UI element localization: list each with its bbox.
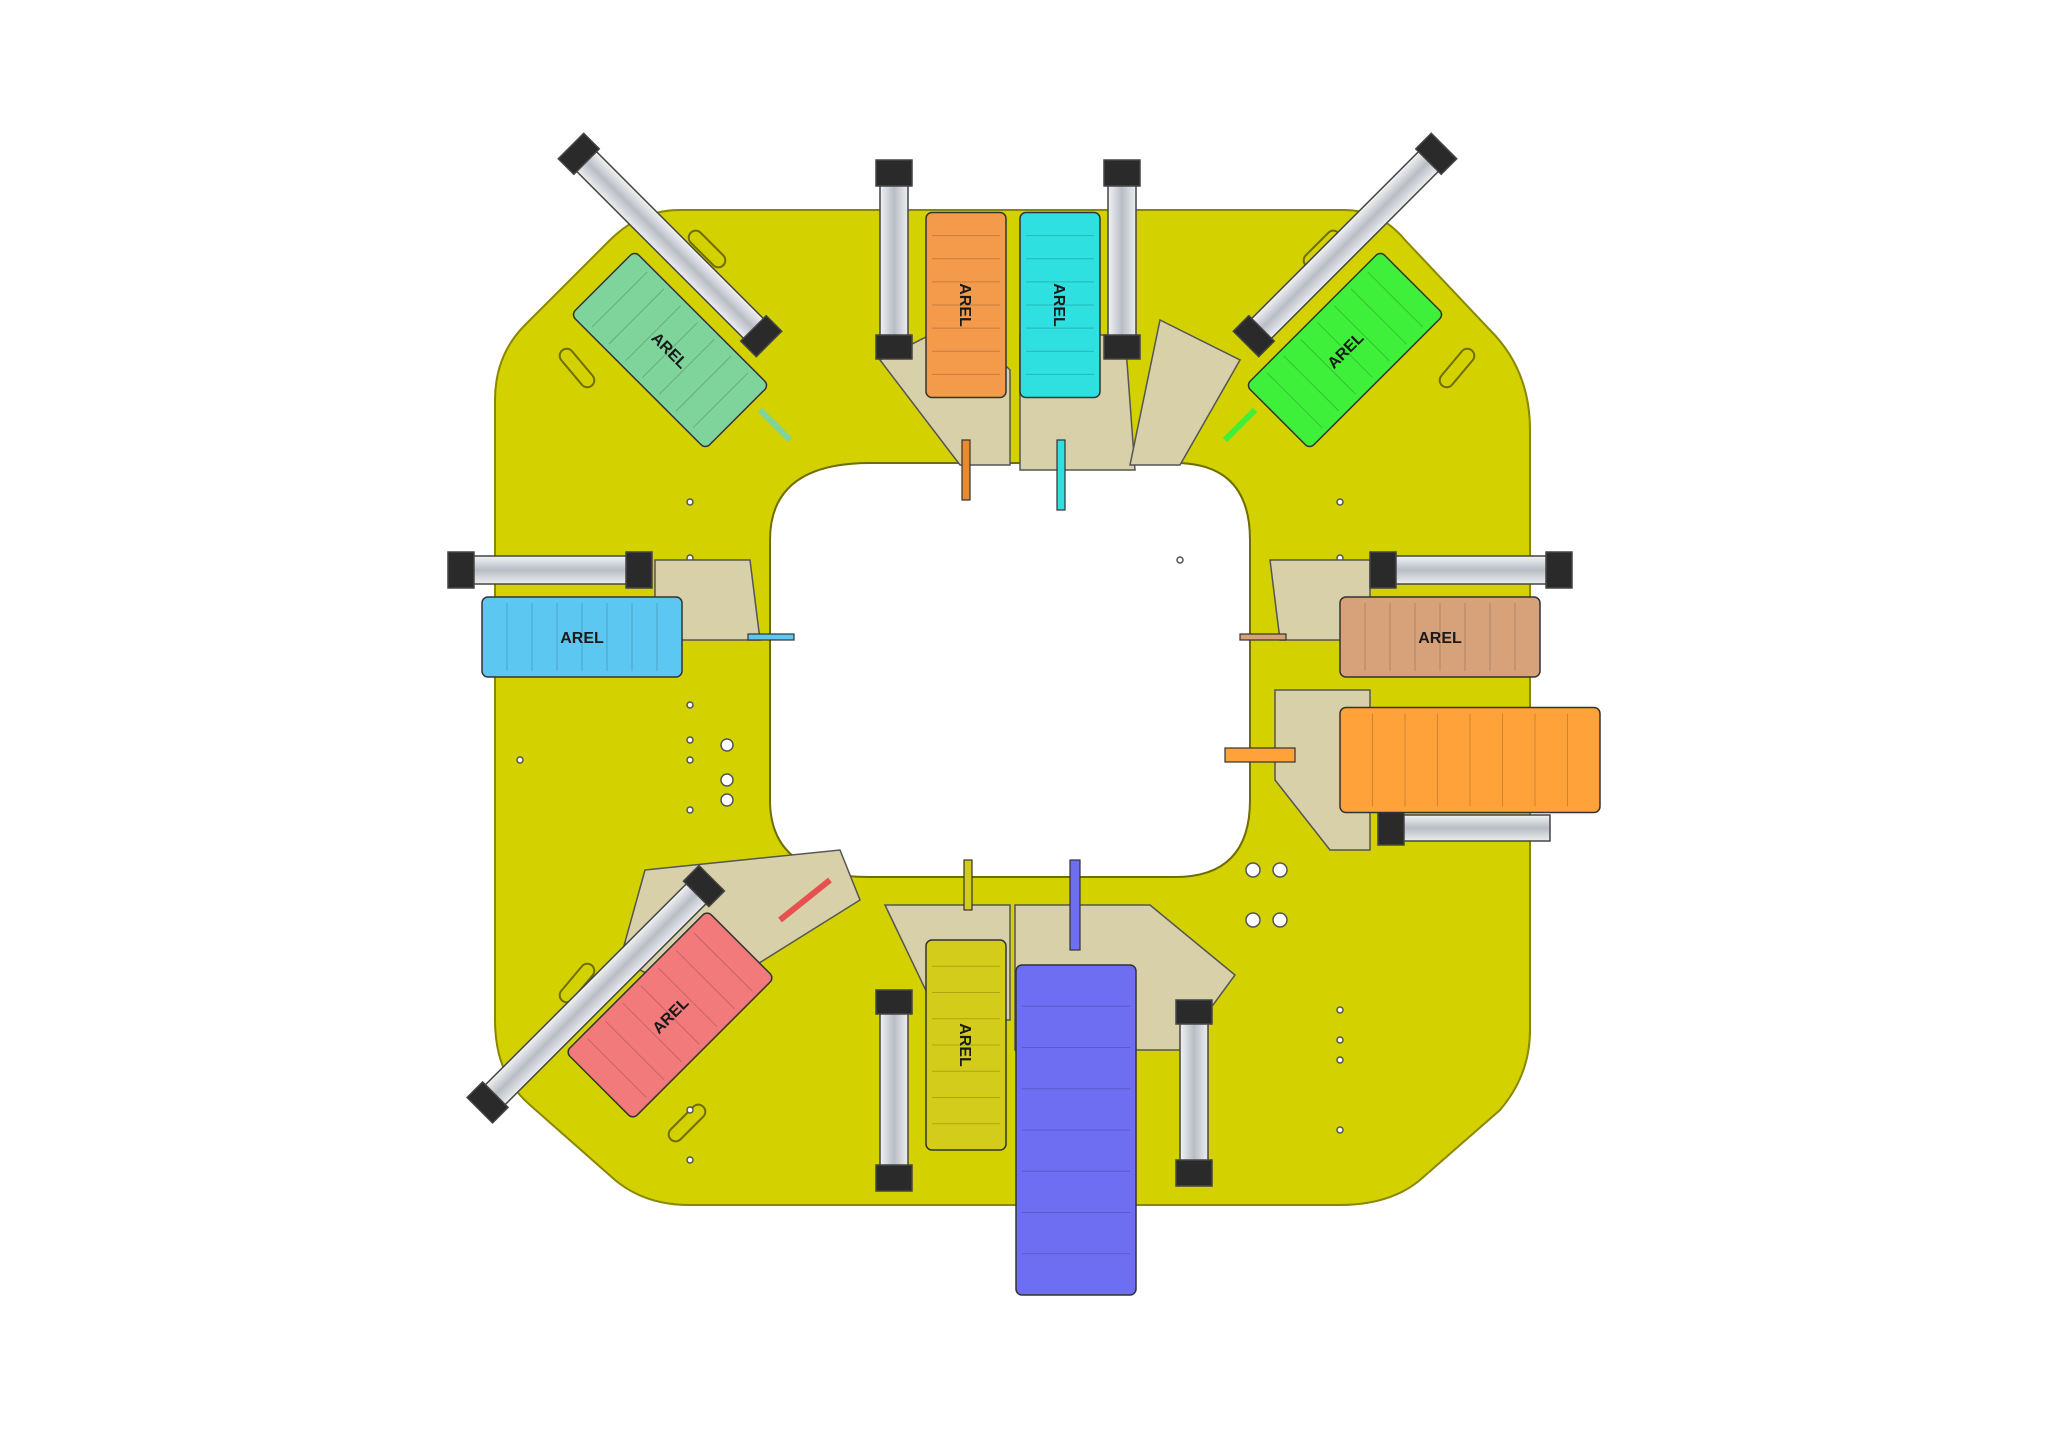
fin-line: [1367, 271, 1424, 328]
fin-line: [587, 1038, 647, 1098]
cylinder-top-2: [1103, 159, 1141, 360]
spindle-body: [1339, 596, 1541, 678]
fin-line: [1300, 338, 1357, 395]
fin-line: [604, 1020, 665, 1081]
spindle-bottom-left-red: AREL: [567, 912, 773, 1118]
cylinder-top-right: [1232, 132, 1458, 358]
spindle-bottom-olive: AREL: [925, 939, 1007, 1151]
fin-line: [1350, 288, 1407, 345]
cylinder-right-lower: [1377, 810, 1551, 846]
spindle-top-cyan: AREL: [1019, 211, 1101, 399]
fin-line: [1333, 305, 1390, 362]
spindle-top-left-green: AREL: [572, 252, 768, 448]
spindle-body: [1247, 252, 1443, 448]
fin-line: [692, 372, 749, 429]
spindle-top-right-green: AREL: [1247, 252, 1443, 448]
spindle-right-tan: AREL: [1339, 596, 1541, 678]
spindle-body: [925, 211, 1007, 399]
cylinder-top-left: [557, 132, 783, 358]
fin-line: [642, 322, 698, 378]
fin-line: [591, 271, 648, 328]
spindle-body: [572, 252, 768, 448]
fin-line: [608, 288, 665, 345]
brand-label: AREL: [1050, 283, 1067, 327]
spindle-body: [925, 939, 1007, 1151]
spindle-body: [1339, 706, 1601, 814]
spindle-body: [481, 596, 683, 678]
fin-line: [1266, 372, 1323, 429]
brand-label: AREL: [956, 283, 973, 327]
spindle-body: [1015, 964, 1137, 1296]
cylinder-right-upper: [1369, 551, 1573, 589]
tool-bits: [747, 407, 1296, 951]
cylinders: [447, 132, 1573, 1192]
spindle-right-orange: [1339, 706, 1601, 814]
spindles: AREL AREL AREL AREL AREL AREL AREL AREL: [481, 211, 1601, 1296]
plate-holes: [516, 498, 1344, 1164]
center-opening: [769, 462, 1251, 878]
fin-line: [1317, 322, 1373, 378]
fin-line: [640, 985, 700, 1045]
fin-line: [1283, 355, 1340, 412]
spindle-body: [1019, 211, 1101, 399]
cylinder-bottom-2: [1175, 999, 1213, 1187]
cylinder-bottom-1: [875, 989, 913, 1192]
fin-line: [675, 949, 736, 1010]
spindle-top-orange: AREL: [925, 211, 1007, 399]
fin-line: [693, 932, 753, 992]
cylinder-left: [447, 551, 653, 589]
spindle-left-blue: AREL: [481, 596, 683, 678]
brand-label: AREL: [956, 1023, 973, 1067]
brand-label: AREL: [560, 630, 604, 647]
spindle-body: [567, 912, 773, 1118]
fin-line: [625, 305, 682, 362]
fin-line: [675, 355, 732, 412]
cylinder-bottom-left: [466, 864, 726, 1124]
cylinder-top-1: [875, 159, 913, 360]
fin-line: [622, 1002, 683, 1063]
brand-label: AREL: [1418, 630, 1462, 647]
fin-line: [658, 338, 715, 395]
spindle-bottom-blue: [1015, 964, 1137, 1296]
fin-line: [657, 967, 718, 1028]
